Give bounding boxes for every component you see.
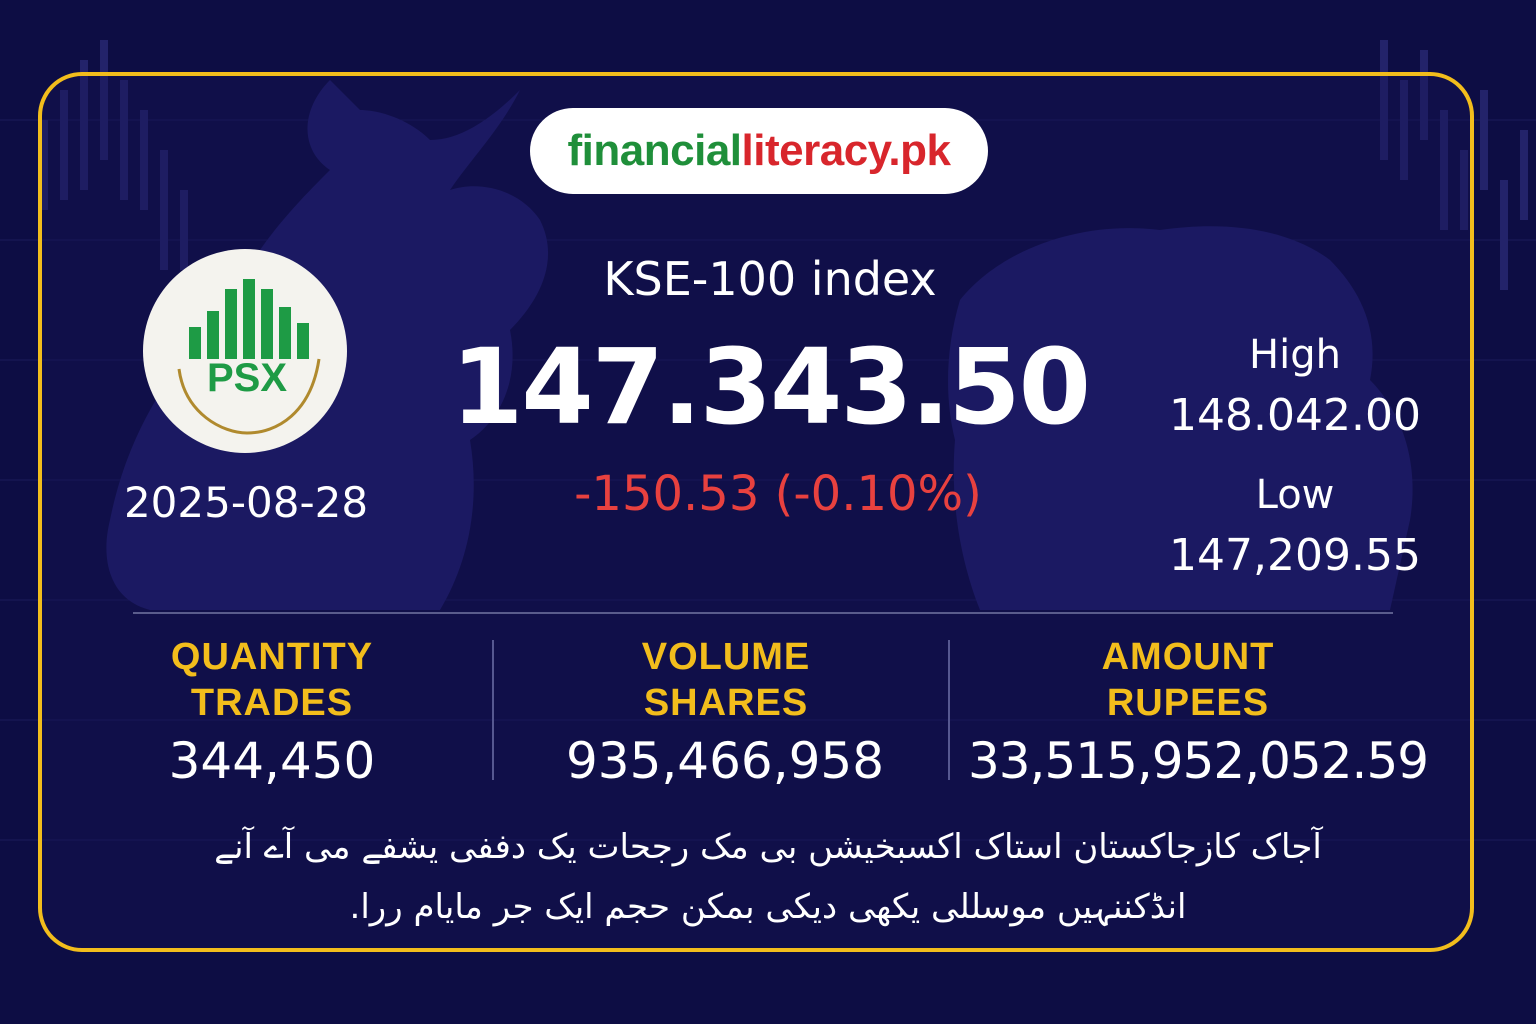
stat-volume-label: VOLUME SHARES [576,634,876,726]
stat-amount-label: AMOUNT RUPEES [1038,634,1338,726]
bear-silhouette [948,226,1413,610]
stat-quantity-label-line2: TRADES [190,682,354,724]
index-value: 147.343.50 [451,326,1091,448]
brand-name-part2: literacy.pk [741,126,951,175]
high-label: High [1249,332,1341,378]
index-name: KSE-100 index [603,252,937,306]
stat-amount-label-line1: AMOUNT [1101,636,1275,678]
index-change: -150.53 (-0.10%) [574,466,982,522]
high-value: 148.042.00 [1169,390,1421,441]
trading-date: 2025-08-28 [123,478,369,527]
stat-volume-value: 935,466,958 [565,732,885,790]
urdu-summary-line1: آجاک کازجاکستان استاک اکسبخیشں بی مک رجح… [214,827,1322,867]
stat-quantity-label-line1: QUANTITY [170,636,374,678]
low-value: 147,209.55 [1169,530,1421,581]
stat-amount-value: 33,515,952,052.59 [967,732,1429,790]
urdu-summary-line2: انڈکننہیں موسللی یکھی دیکی بمکن حجم ایک … [349,887,1187,927]
stat-divider-2 [948,640,950,780]
brand-pill[interactable]: financial literacy.pk [530,108,988,194]
section-divider [133,612,1393,614]
stat-quantity-label: QUANTITY TRADES [122,634,422,726]
background-candlesticks [40,40,1528,290]
psx-logo-text: PSX [207,356,287,400]
brand-name-part1: financial [567,126,743,175]
stat-divider-1 [492,640,494,780]
stat-quantity-value: 344,450 [168,732,376,790]
stats-card [38,72,1474,952]
stat-amount-label-line2: RUPEES [1106,682,1270,724]
low-label: Low [1255,472,1335,518]
psx-bars-logo-icon: PSX [177,279,321,435]
psx-logo: PSX [143,249,347,453]
stat-volume-label-line2: SHARES [643,682,809,724]
stat-volume-label-line1: VOLUME [641,636,811,678]
